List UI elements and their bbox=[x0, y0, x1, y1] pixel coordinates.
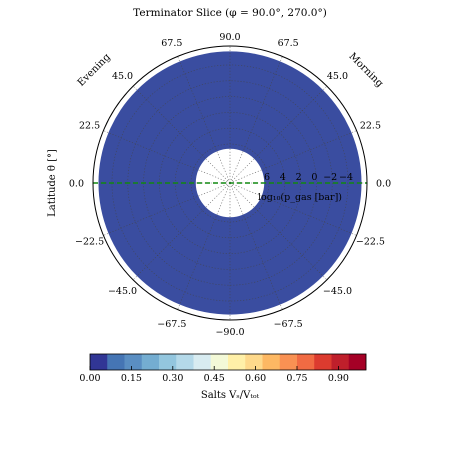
latitude-tick-label: 45.0 bbox=[112, 71, 133, 82]
colorbar-swatch bbox=[245, 354, 263, 370]
angular-gridline-10 bbox=[132, 182, 231, 281]
colorbar-swatch bbox=[176, 354, 194, 370]
angular-gridline-14 bbox=[229, 182, 328, 281]
colorbar-swatch bbox=[210, 354, 229, 370]
colorbar-swatch bbox=[107, 354, 125, 370]
latitude-tick-label: 67.5 bbox=[278, 38, 299, 49]
radial-tick-label: −2 bbox=[323, 172, 337, 183]
latitude-tick-label: −45.0 bbox=[108, 286, 137, 297]
angular-gridline-6 bbox=[132, 85, 231, 184]
radial-gridline-2 bbox=[159, 112, 301, 254]
angular-gridline-15 bbox=[229, 182, 357, 236]
latitude-tick-label: 45.0 bbox=[327, 71, 348, 82]
radial-tick-label: 4 bbox=[280, 172, 286, 183]
colorbar-swatch bbox=[331, 354, 350, 370]
colorbar-swatch bbox=[124, 354, 143, 370]
colorbar-swatch bbox=[90, 354, 108, 370]
colorbar-swatch bbox=[348, 354, 367, 370]
colorbar-tick-label: 0.45 bbox=[204, 373, 225, 384]
radial-gridline-0 bbox=[190, 143, 270, 223]
radial-axis-label: log₁₀(p_gas [bar]) bbox=[258, 192, 342, 203]
colorbar-tick-label: 0.60 bbox=[245, 373, 266, 384]
latitude-tick-label: 67.5 bbox=[161, 38, 182, 49]
colorbar-swatch bbox=[262, 354, 281, 370]
colorbar-tick-label: 0.90 bbox=[328, 373, 349, 384]
angular-gridline-9 bbox=[103, 182, 231, 236]
colorbar-tick-label: 0.75 bbox=[286, 373, 307, 384]
radial-tick-label: 2 bbox=[296, 172, 302, 183]
colorbar-tick-label: 0.15 bbox=[121, 373, 142, 384]
colorbar-swatch bbox=[228, 354, 246, 370]
angular-gridline-2 bbox=[229, 85, 328, 184]
morning-label: Morning bbox=[346, 51, 385, 90]
colorbar: 0.00 0.15 0.30 0.45 0.60 0.75 0.90 bbox=[79, 353, 367, 384]
colorbar-swatch bbox=[297, 354, 315, 370]
angular-gridline-11 bbox=[177, 182, 231, 310]
latitude-tick-label: 0.0 bbox=[69, 179, 84, 190]
colorbar-frame bbox=[89, 353, 367, 371]
colorbar-tick-label: 0.00 bbox=[79, 373, 100, 384]
angular-gridline-5 bbox=[177, 56, 231, 184]
evening-label: Evening bbox=[76, 51, 113, 88]
latitude-tick-label: 0.0 bbox=[376, 179, 391, 190]
colorbar-swatch bbox=[159, 354, 177, 370]
colorbar-swatch bbox=[314, 354, 332, 370]
latitude-tick-label: −22.5 bbox=[75, 237, 104, 248]
latitude-tick-label: 90.0 bbox=[219, 32, 240, 43]
angular-gridline-13 bbox=[229, 182, 283, 310]
latitude-tick-label: 22.5 bbox=[360, 120, 381, 131]
colorbar-swatch bbox=[193, 354, 212, 370]
colorbar-tick-label: 0.30 bbox=[162, 373, 183, 384]
latitude-axis-label: Latitude θ [°] bbox=[47, 149, 58, 217]
radial-tick-label: 6 bbox=[264, 172, 270, 183]
colorbar-swatch bbox=[279, 354, 298, 370]
angular-gridline-3 bbox=[229, 56, 283, 184]
latitude-tick-label: −22.5 bbox=[356, 237, 385, 248]
latitude-tick-label: −90.0 bbox=[215, 327, 244, 338]
latitude-tick-label: −67.5 bbox=[157, 319, 186, 330]
colorbar-label: Salts Vₛ/Vₜₒₜ bbox=[201, 390, 260, 401]
latitude-tick-label: −67.5 bbox=[274, 319, 303, 330]
radial-tick-label: −4 bbox=[339, 172, 353, 183]
angular-gridline-7 bbox=[103, 130, 231, 184]
polar-frame bbox=[92, 45, 368, 321]
latitude-tick-label: 22.5 bbox=[79, 120, 100, 131]
polar-plot: 90.0 67.5 67.5 45.0 45.0 22.5 22.5 0.0 0.0 −22.5 −… bbox=[47, 32, 391, 338]
chart-title: Terminator Slice (φ = 90.0°, 270.0°) bbox=[133, 7, 327, 19]
radial-tick-label: 0 bbox=[311, 172, 317, 183]
angular-gridline-1 bbox=[229, 130, 357, 184]
latitude-tick-label: −45.0 bbox=[323, 286, 352, 297]
colorbar-swatch bbox=[141, 354, 160, 370]
